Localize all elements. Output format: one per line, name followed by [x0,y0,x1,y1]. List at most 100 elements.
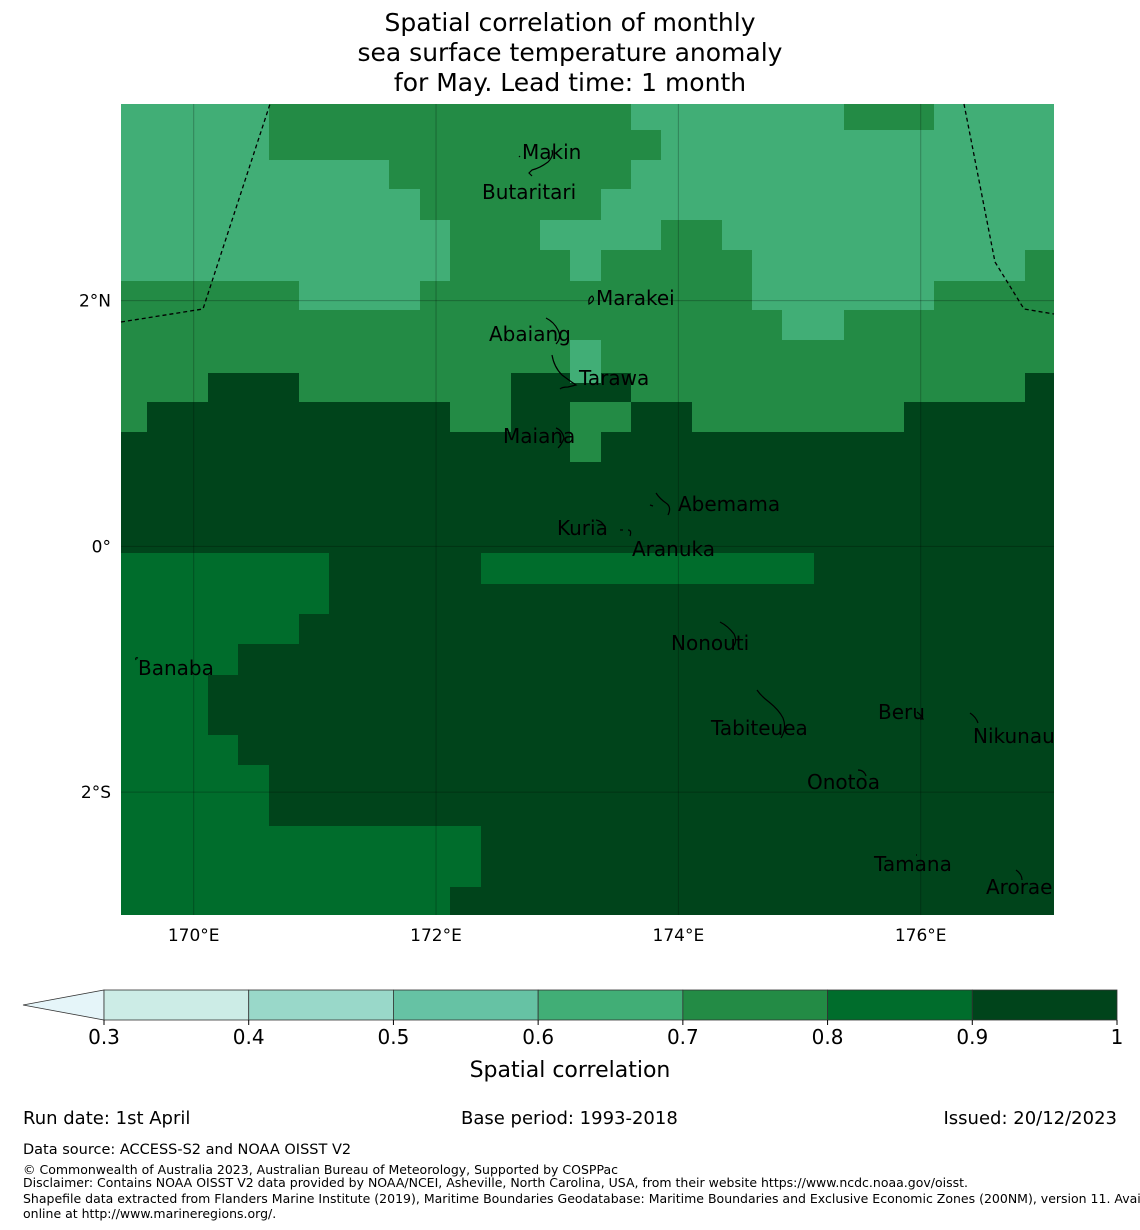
place-label-tamana: Tamana [873,852,952,876]
grid-cell [269,765,1054,826]
place-label-maiana: Maiana [503,424,575,448]
grid-cell [570,340,601,383]
x-tick-label: 170°E [168,926,220,946]
place-label-tarawa: Tarawa [578,366,649,390]
grid-cell [121,735,238,765]
y-tick-label: 2°S [81,783,111,803]
grid-cell [121,402,147,432]
grid-cell [752,281,934,310]
place-label-makin: Makin [522,140,581,164]
island-makin-outline [518,149,554,177]
island-tabiteuea-outline [756,689,786,739]
colorbar-tick-label: 1 [1111,1025,1124,1049]
grid-cell [782,310,844,340]
place-label-banaba: Banaba [138,656,214,680]
colorbar-tick-label: 0.6 [522,1025,554,1049]
colorbar-swatch [393,989,539,1021]
place-label-onotoa: Onotoa [807,770,880,794]
x-tick-label: 176°E [895,926,947,946]
grid-cell [389,160,631,189]
colorbar-swatch [682,989,828,1021]
shapefile-credit-1: Shapefile data extracted from Flanders M… [23,1191,1140,1206]
island-nikunau-outline [969,712,979,724]
correlation-grid [121,104,1054,915]
grid-cell [814,553,1054,584]
axis-ticks: 170°E 172°E 174°E 176°E 2°N 0° 2°S [79,292,947,946]
grid-cell [570,432,601,462]
grid-cell [299,614,1054,644]
colorbar-label: Spatial correlation [470,1058,671,1083]
island-outlines: Makin Butaritari Marakei Abaiang Tarawa Maian… [135,140,1055,899]
grid-cell [389,492,420,523]
colorbar-extend-triangle [22,989,105,1021]
place-label-marakei: Marakei [596,286,675,310]
grid-cell [1025,250,1054,281]
x-tick-label: 174°E [653,926,705,946]
colorbar-tick-label: 0.7 [667,1025,699,1049]
place-label-kuria: Kuria [557,516,608,540]
place-label-nikunau: Nikunau [973,724,1055,748]
grid-cell [121,765,269,826]
grid-cell [329,553,481,584]
colorbar-swatch [971,989,1118,1021]
place-label-butaritari: Butaritari [482,180,576,204]
colorbar-tick-label: 0.9 [956,1025,988,1049]
y-tick-label: 2°N [79,292,111,312]
grid-cell [692,402,904,432]
x-tick-label: 172°E [410,926,462,946]
base-period: Base period: 1993-2018 [461,1108,678,1129]
island-abaiang-outline [545,317,561,345]
title-line-3: for May. Lead time: 1 month [393,68,747,97]
shapefile-credit-2: online at http://www.marineregions.org/. [23,1206,277,1221]
y-tick-label: 0° [92,537,111,557]
grid-cell [420,189,601,220]
island-maiana-outline [555,427,565,449]
place-label-arorae: Arorae [986,875,1052,899]
eez-boundaries [120,103,1055,323]
colorbar-swatch [537,989,684,1021]
grid-cell [121,675,208,735]
run-date: Run date: 1st April [23,1108,191,1129]
grid-cell [299,281,420,310]
grid-cell [269,104,631,130]
grid-cell [661,220,722,250]
grid-cell [844,104,934,130]
island-marakei-outline [588,295,595,305]
grid-cell [329,584,1054,614]
colorbar-tick-label: 0.5 [378,1025,410,1049]
map-title: Spatial correlation of monthly sea surfa… [0,8,1140,98]
copyright: © Commonwealth of Australia 2023, Austra… [23,1162,618,1177]
grid-cell [481,826,1054,887]
graticule [121,104,1054,915]
place-label-abemama: Abemama [678,492,780,516]
grid-cell [208,675,1054,735]
colorbar-swatch [827,989,973,1021]
grid-cell [450,250,570,281]
colorbar-tick-label: 0.8 [812,1025,844,1049]
island-nonouti-outline [719,621,737,649]
place-label-abaiang: Abaiang [489,322,571,346]
place-label-aranuka: Aranuka [632,537,715,561]
island-kuria-outline [595,519,605,527]
island-banaba-outline [135,657,139,661]
title-line-1: Spatial correlation of monthly [384,8,756,37]
grid-cell [601,250,752,281]
issued-date: Issued: 20/12/2023 [943,1108,1117,1129]
grid-cell [121,887,450,915]
grid-cell [450,887,1054,915]
grid-cell [570,402,631,432]
grid-cell [299,373,511,402]
grid-cell [121,614,299,644]
grid-cell [481,553,814,584]
colorbar-tick-label: 0.3 [88,1025,120,1049]
colorbar-tick-label: 0.4 [233,1025,265,1049]
grid-cell [121,584,329,614]
island-beru-outline [916,711,924,720]
place-label-nonouti: Nonouti [671,631,749,655]
grid-cell [121,553,329,584]
grid-cell [631,373,1025,402]
title-line-2: sea surface temperature anomaly [357,38,783,67]
eez-boundary-east [963,103,1055,315]
grid-cell [874,523,965,553]
